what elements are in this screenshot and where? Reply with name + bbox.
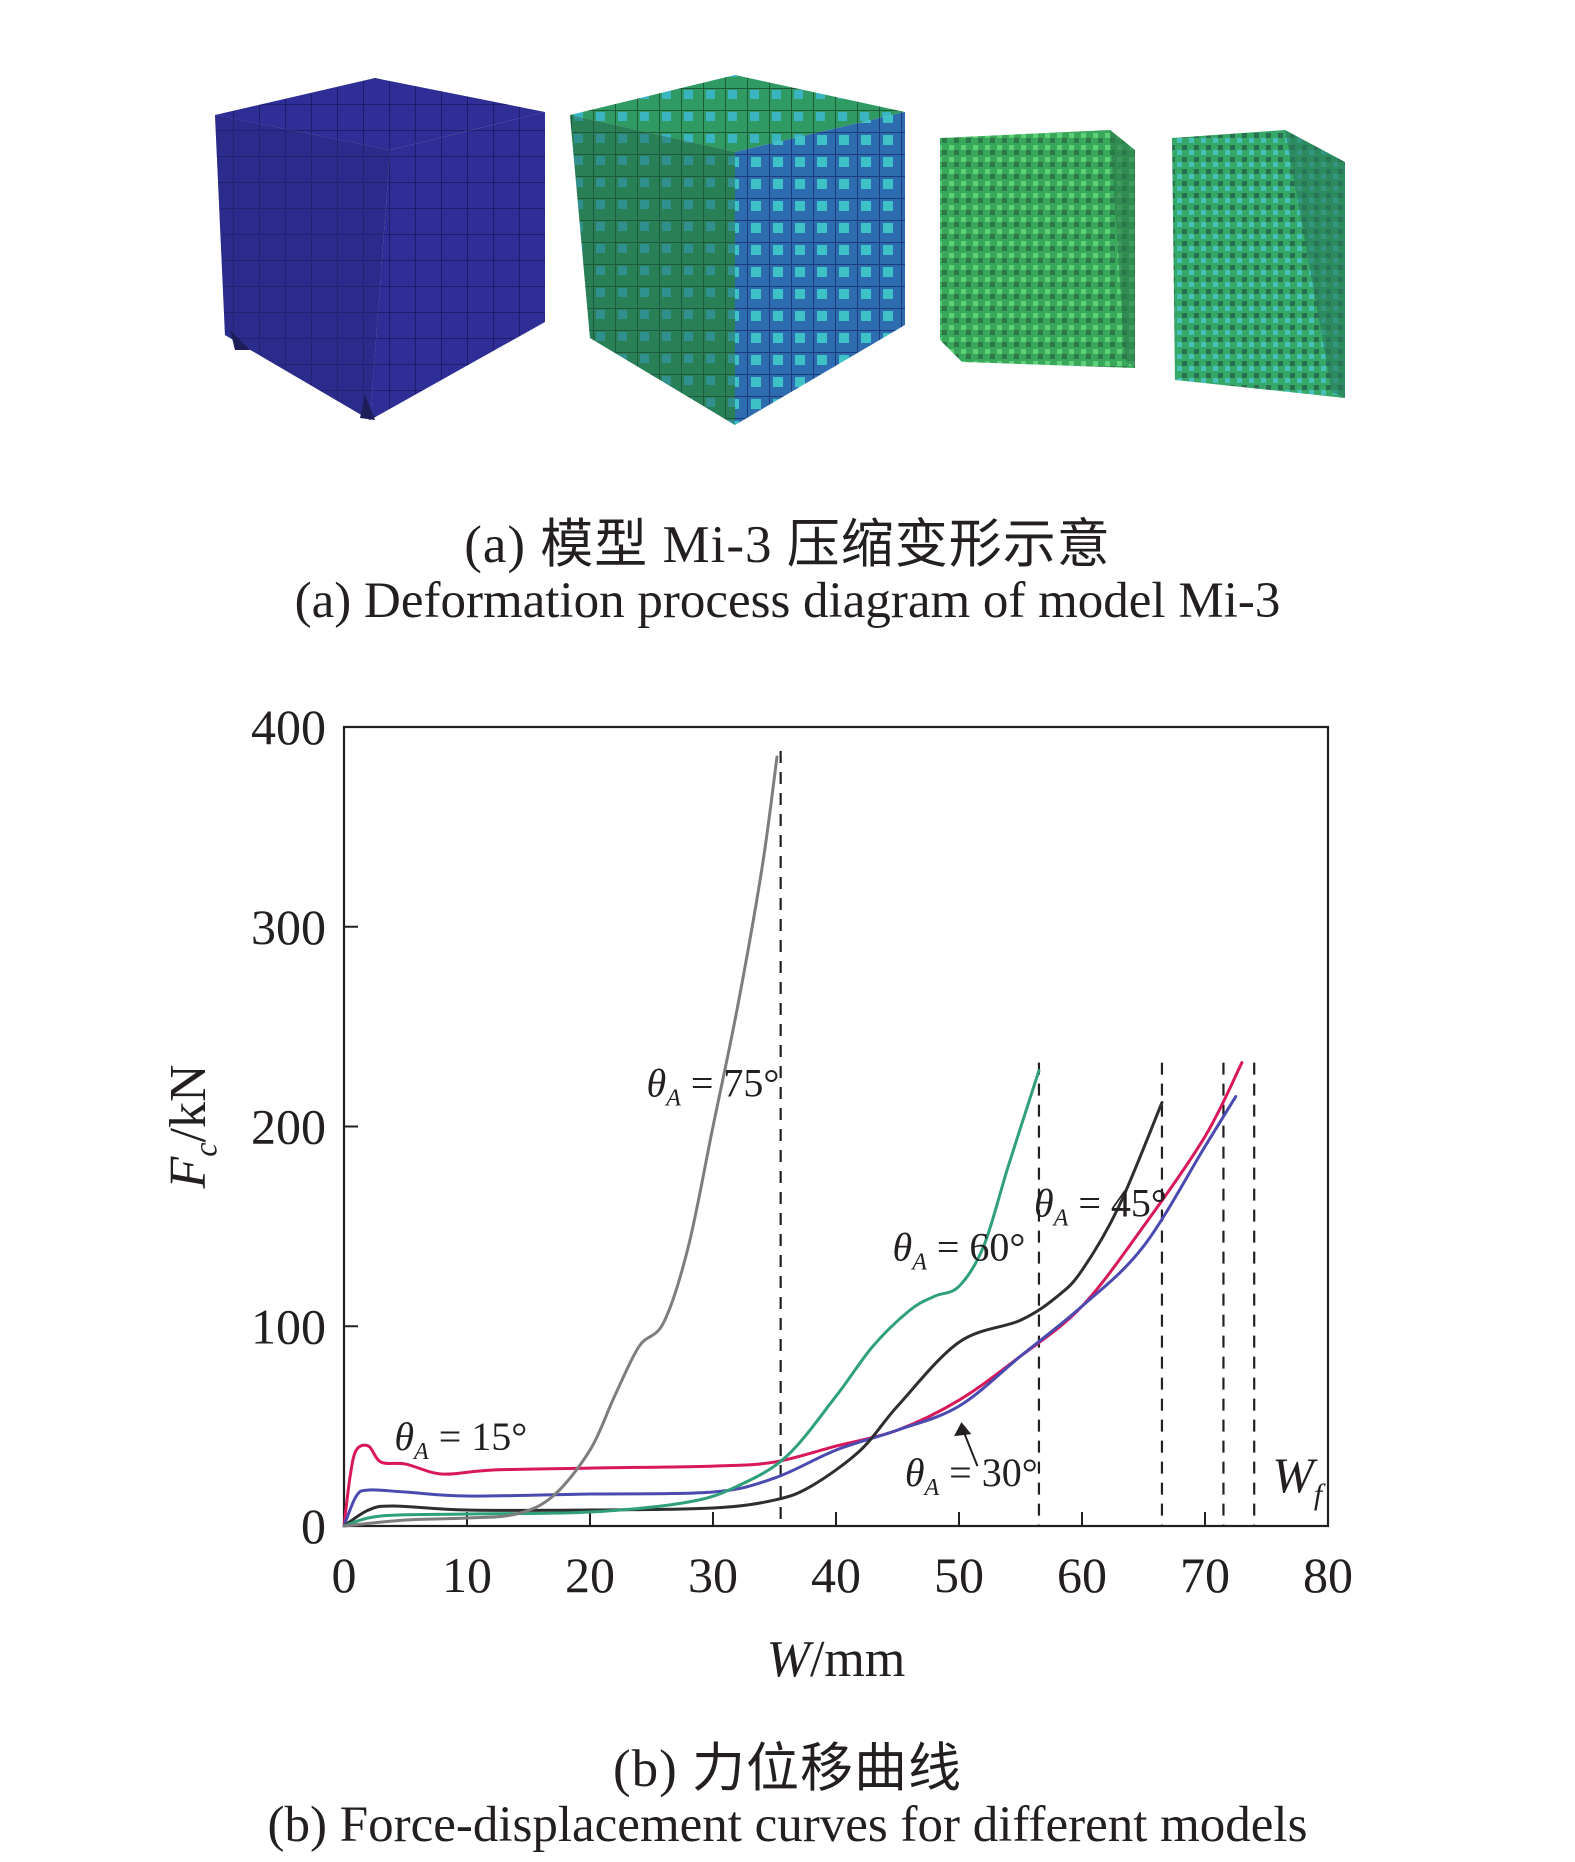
x-tick-label: 80: [1303, 1547, 1353, 1603]
x-tick-label: 60: [1057, 1547, 1107, 1603]
annotation-label: θA = 15°: [394, 1414, 527, 1465]
annotation-label: θA = 60°: [893, 1224, 1026, 1275]
caption-a-chinese: (a) 模型 Mi-3 压缩变形示意: [464, 516, 1111, 574]
y-tick-label: 300: [251, 899, 326, 955]
cube-stage-1: [215, 78, 545, 420]
x-axis-label: W/mm: [767, 1631, 906, 1688]
x-tick-label: 0: [332, 1547, 357, 1603]
series-line-0: [342, 1061, 1244, 1528]
caption-b-english: (b) Force-displacement curves for differ…: [267, 1797, 1308, 1853]
annotation-label: θA = 30°: [905, 1450, 1038, 1501]
x-tick-label: 70: [1180, 1547, 1230, 1603]
x-tick-label: 50: [934, 1547, 984, 1603]
annotation-label: θA = 45°: [1034, 1180, 1167, 1231]
y-tick-label: 400: [251, 699, 326, 755]
cube-stage-2: [570, 75, 905, 425]
annotation-label: θA = 75°: [647, 1061, 780, 1112]
y-axis-label-text: Fc/kN: [160, 1064, 223, 1189]
series-line-4: [342, 755, 779, 1528]
series-line-2: [342, 1101, 1164, 1528]
x-tick-label: 30: [688, 1547, 738, 1603]
y-tick-label: 100: [251, 1298, 326, 1354]
series-line-1: [342, 1095, 1238, 1528]
caption-a-english: (a) Deformation process diagram of model…: [294, 573, 1281, 629]
y-tick-label: 200: [251, 1099, 326, 1155]
y-axis-label: Fc/kN: [160, 1064, 223, 1189]
y-tick-label: 0: [301, 1498, 326, 1554]
x-axis-label-text: W/mm: [767, 1631, 906, 1688]
x-tick-label: 10: [442, 1547, 492, 1603]
annotation-arrowhead: [954, 1422, 972, 1437]
block-stage-4: [1172, 130, 1345, 398]
plot-frame: [342, 725, 1330, 1528]
x-tick-label: 40: [811, 1547, 861, 1603]
deformation-illustration: [215, 75, 1345, 425]
series-line-3: [342, 1069, 1041, 1528]
annotation-arrow: [960, 1425, 979, 1467]
block-stage-3: [940, 130, 1135, 368]
caption-b-chinese: (b) 力位移曲线: [612, 1740, 963, 1798]
annotation-label: Wf: [1272, 1447, 1326, 1511]
x-tick-label: 20: [565, 1547, 615, 1603]
